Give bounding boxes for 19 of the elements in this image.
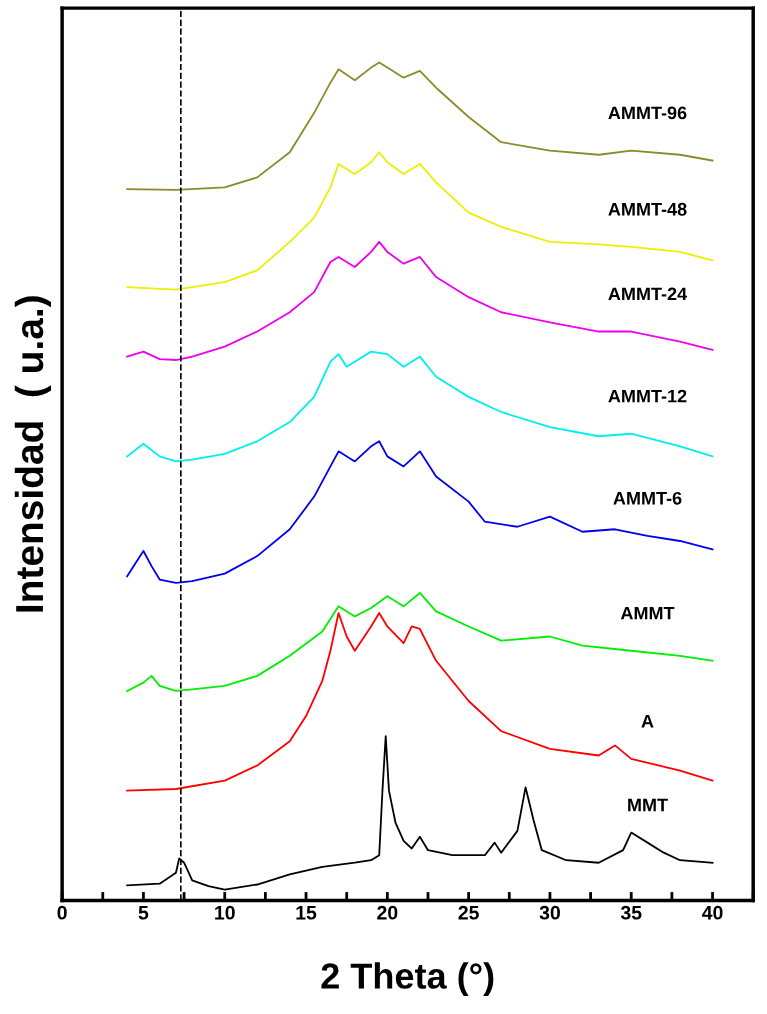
series-label: AMMT-12 [608, 389, 687, 403]
series-label: MMT [628, 798, 668, 812]
x-tick-label: 20 [377, 905, 398, 920]
series-label: A [641, 714, 654, 728]
x-tick-label: 40 [702, 905, 723, 920]
x-tick-label: 25 [458, 905, 479, 920]
series-label: AMMT [620, 606, 675, 620]
x-tick-label: 5 [138, 906, 149, 920]
series-label: AMMT-48 [608, 202, 687, 216]
series-label: AMMT-24 [608, 287, 688, 301]
x-tick-label: 15 [296, 906, 317, 920]
x-axis-title: 2 Theta (°) [321, 962, 494, 996]
series-label: AMMT-6 [613, 491, 682, 505]
x-tick-label: 10 [215, 905, 235, 920]
series-label: AMMT-96 [608, 106, 687, 120]
x-tick-label: 0 [57, 905, 67, 920]
x-tick-label: 30 [539, 905, 560, 920]
x-tick-label: 35 [620, 905, 642, 920]
y-axis-title: Intensidad ( u.a.) [14, 296, 52, 612]
